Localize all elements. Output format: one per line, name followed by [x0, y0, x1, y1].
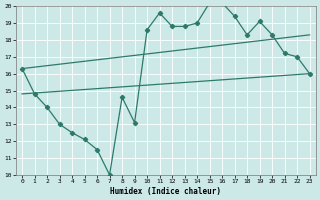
- X-axis label: Humidex (Indice chaleur): Humidex (Indice chaleur): [110, 187, 221, 196]
